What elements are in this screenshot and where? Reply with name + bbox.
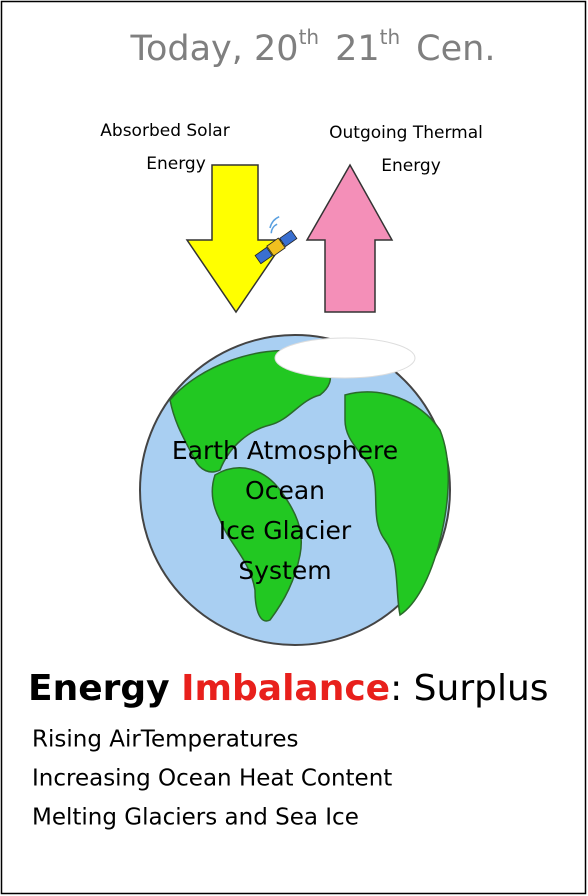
thermal-arrow xyxy=(305,163,394,313)
effect: Increasing Ocean Heat Content xyxy=(32,766,392,792)
heading-rest: : Surplus xyxy=(390,668,548,709)
title-text: Cen. xyxy=(416,29,495,69)
title-superscript: th xyxy=(380,25,401,49)
title-text: Today, 20 xyxy=(130,29,299,69)
heading-word: Energy xyxy=(28,668,170,709)
heading: Energy Imbalance: Surplus xyxy=(28,668,549,709)
absorbed-label: Absorbed Solar xyxy=(100,121,229,141)
solar-arrow xyxy=(185,164,287,314)
effect: Melting Glaciers and Sea Ice xyxy=(32,805,359,831)
title: Today, 20th 21th Cen. xyxy=(130,25,496,70)
absorbed-label: Energy xyxy=(146,154,206,174)
effect: Rising AirTemperatures xyxy=(32,727,299,753)
earth-label: Earth Atmosphere xyxy=(172,436,398,465)
earth-label: Ice Glacier xyxy=(219,516,352,545)
earth-label: System xyxy=(238,556,331,585)
earth xyxy=(139,334,451,646)
outgoing-label: Energy xyxy=(381,156,441,176)
outgoing-label: Outgoing Thermal xyxy=(329,123,483,143)
title-superscript: th xyxy=(299,25,320,49)
satellite xyxy=(254,216,298,265)
earth-label: Ocean xyxy=(245,476,325,505)
title-text: 21 xyxy=(335,29,380,69)
heading-word: Imbalance xyxy=(181,668,390,709)
